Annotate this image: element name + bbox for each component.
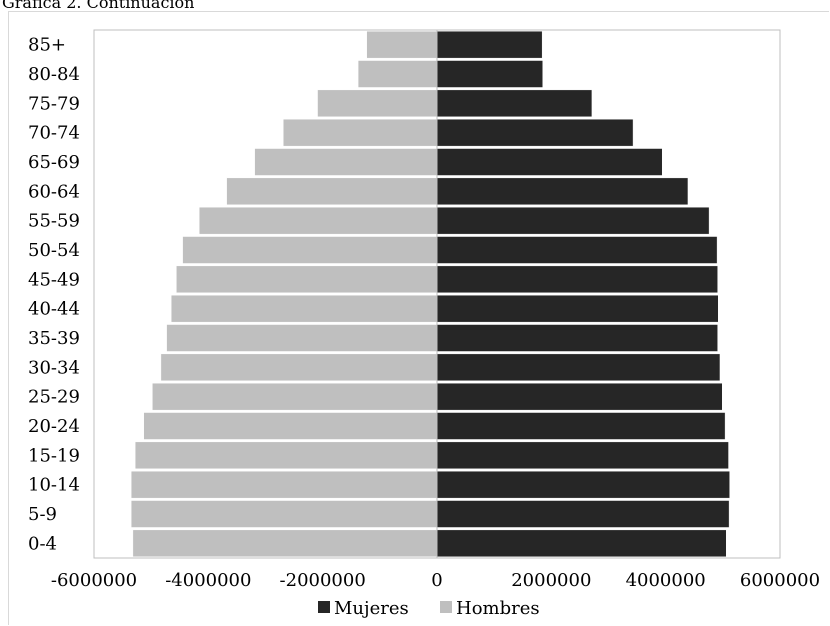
category-label-0-4: 0-4 — [28, 533, 57, 554]
bar-mujeres-65-69 — [436, 148, 663, 176]
bar-mujeres-55-59 — [436, 206, 710, 235]
category-label-70-74: 70-74 — [28, 123, 80, 144]
bar-mujeres-35-39 — [436, 324, 718, 352]
x-tick-label: 2000000 — [511, 570, 591, 591]
category-label-30-34: 30-34 — [28, 357, 80, 378]
chart-frame — [8, 11, 829, 625]
bar-mujeres-80-84 — [436, 60, 544, 88]
category-label-10-14: 10-14 — [28, 475, 80, 496]
bar-mujeres-50-54 — [436, 236, 718, 264]
bar-mujeres-75-79 — [436, 89, 593, 118]
bar-mujeres-20-24 — [436, 412, 726, 440]
category-label-75-79: 75-79 — [28, 93, 80, 114]
bar-mujeres-10-14 — [436, 470, 730, 499]
bars-group — [130, 30, 730, 558]
category-label-45-49: 45-49 — [28, 269, 80, 290]
legend-label-mujeres: Mujeres — [334, 598, 409, 619]
bar-mujeres-25-29 — [436, 382, 723, 411]
category-label-85+: 85+ — [28, 35, 66, 56]
category-label-40-44: 40-44 — [28, 299, 80, 320]
bar-hombres-85+ — [366, 30, 438, 59]
bar-mujeres-85+ — [436, 30, 543, 59]
x-tick-label: 4000000 — [626, 570, 706, 591]
category-label-55-59: 55-59 — [28, 211, 80, 232]
x-tick-label: -4000000 — [165, 570, 251, 591]
bar-mujeres-30-34 — [436, 353, 721, 382]
bar-hombres-80-84 — [357, 60, 438, 88]
category-label-65-69: 65-69 — [28, 152, 80, 173]
bar-hombres-10-14 — [130, 470, 438, 499]
category-label-15-19: 15-19 — [28, 445, 80, 466]
bar-hombres-40-44 — [170, 294, 438, 323]
bar-hombres-70-74 — [282, 118, 438, 147]
x-tick-label: 6000000 — [740, 570, 820, 591]
bar-hombres-50-54 — [182, 236, 438, 264]
bar-hombres-55-59 — [198, 206, 438, 235]
bar-mujeres-15-19 — [436, 441, 729, 470]
category-label-20-24: 20-24 — [28, 416, 80, 437]
axes-group — [93, 29, 781, 559]
x-tick-labels: -6000000 -4000000 -2000000 0 2000000 4000000 6… — [51, 570, 820, 591]
x-tick-label: -2000000 — [280, 570, 366, 591]
x-tick-label: -6000000 — [51, 570, 137, 591]
bar-mujeres-70-74 — [436, 118, 634, 147]
category-label-35-39: 35-39 — [28, 328, 80, 349]
x-tick-label: 0 — [431, 570, 442, 591]
category-labels: 0-4 5-9 10-14 15-19 20-24 25-29 30-34 35-39 40-4… — [28, 35, 80, 555]
category-label-25-29: 25-29 — [28, 387, 80, 408]
legend-swatch-hombres — [440, 601, 452, 613]
bar-hombres-5-9 — [130, 500, 438, 528]
bar-hombres-0-4 — [132, 529, 438, 558]
bar-hombres-15-19 — [134, 441, 438, 470]
bar-hombres-65-69 — [254, 148, 438, 176]
legend-swatch-mujeres — [318, 601, 330, 613]
bar-hombres-35-39 — [166, 324, 438, 352]
bar-mujeres-60-64 — [436, 177, 689, 206]
legend-label-hombres: Hombres — [456, 598, 540, 619]
bar-hombres-20-24 — [143, 412, 438, 440]
bar-mujeres-40-44 — [436, 294, 719, 323]
bar-hombres-25-29 — [152, 382, 438, 411]
bar-hombres-30-34 — [160, 353, 438, 382]
bar-hombres-45-49 — [176, 265, 438, 294]
bar-hombres-75-79 — [317, 89, 438, 118]
category-label-60-64: 60-64 — [28, 181, 80, 202]
bar-mujeres-5-9 — [436, 500, 730, 528]
bar-mujeres-45-49 — [436, 265, 718, 294]
figure-title: Gráfica 2. Continuación — [2, 0, 195, 12]
bar-hombres-60-64 — [226, 177, 438, 206]
category-label-5-9: 5-9 — [28, 504, 57, 525]
category-label-80-84: 80-84 — [28, 64, 80, 85]
legend: Mujeres Hombres — [318, 598, 540, 619]
bar-mujeres-0-4 — [436, 529, 727, 558]
category-label-50-54: 50-54 — [28, 240, 80, 261]
